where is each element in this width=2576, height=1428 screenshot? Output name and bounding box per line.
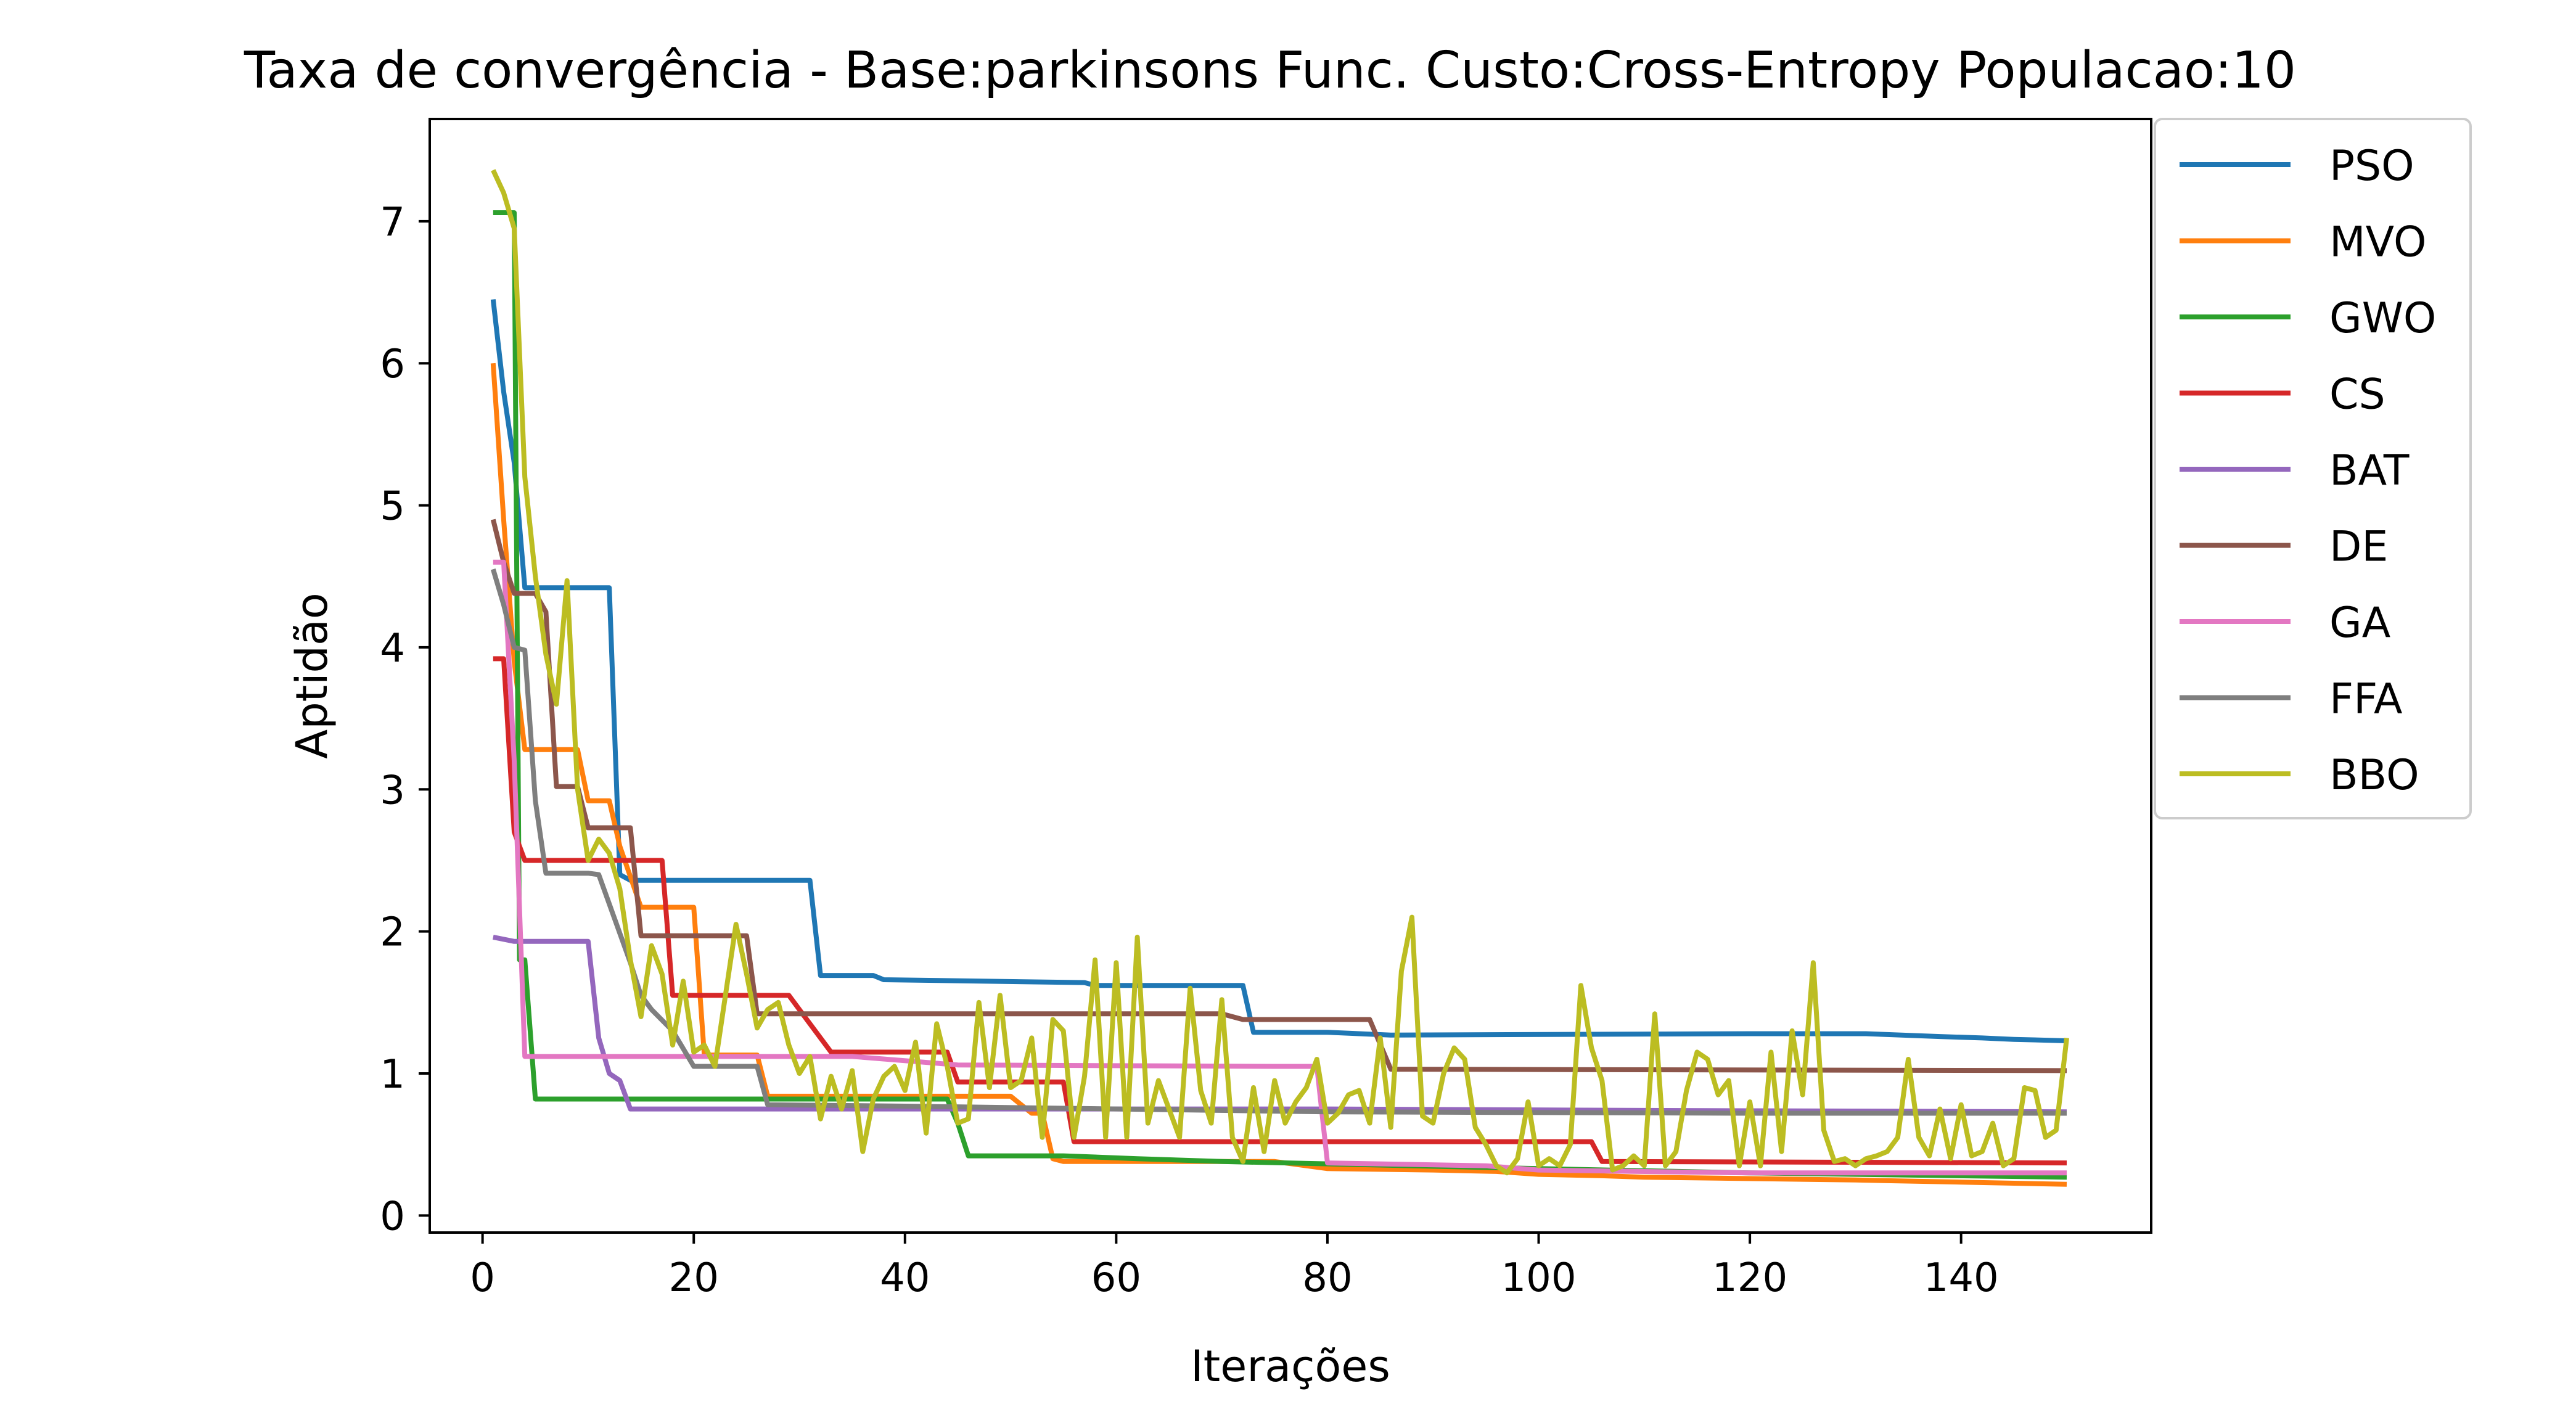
x-tick-label: 100 <box>1501 1255 1576 1301</box>
x-tick-label: 40 <box>880 1255 930 1301</box>
x-tick-label: 120 <box>1712 1255 1787 1301</box>
y-tick-label: 4 <box>380 626 405 671</box>
y-tick-label: 7 <box>380 200 405 245</box>
plot-area-frame <box>429 118 2152 1234</box>
legend-label-gwo: GWO <box>2329 294 2436 343</box>
legend-label-bbo: BBO <box>2329 751 2419 800</box>
series-line-pso <box>490 299 2067 1043</box>
y-tick-label: 6 <box>380 342 405 387</box>
x-tick-label: 140 <box>1924 1255 1999 1301</box>
y-tick-label: 2 <box>380 910 405 956</box>
y-tick-label: 5 <box>380 484 405 530</box>
x-tick-label: 80 <box>1302 1255 1352 1301</box>
legend-label-pso: PSO <box>2329 142 2414 191</box>
series-line-de <box>490 519 2067 1073</box>
series-line-bbo <box>491 169 2069 1176</box>
x-tick-label: 60 <box>1091 1255 1141 1301</box>
series-line-mvo <box>490 363 2067 1187</box>
legend-label-de: DE <box>2329 523 2388 572</box>
legend-label-mvo: MVO <box>2329 218 2427 267</box>
y-tick-label: 1 <box>380 1052 405 1098</box>
legend-label-ffa: FFA <box>2329 675 2403 724</box>
legend-label-cs: CS <box>2329 371 2385 419</box>
x-tick-label: 0 <box>470 1255 495 1301</box>
series-line-bat <box>493 934 2067 1115</box>
x-axis-ticks: 0 20 40 60 80 100 120 140 <box>470 1233 1999 1301</box>
x-axis-label: Iterações <box>1191 1341 1390 1392</box>
y-axis-ticks: 0 1 2 3 4 5 6 7 <box>380 200 430 1239</box>
legend-label-ga: GA <box>2329 599 2390 647</box>
y-tick-label: 3 <box>380 768 405 813</box>
y-axis-label: Aptidão <box>287 593 337 758</box>
y-tick-label: 0 <box>380 1194 405 1239</box>
legend: PSO MVO GWO CS BAT DE GA FFA BBO <box>2154 118 2472 819</box>
x-tick-label: 20 <box>669 1255 719 1301</box>
series-lines <box>490 169 2069 1187</box>
series-line-ffa <box>490 568 2067 1116</box>
chart-title: Taxa de convergência - Base:parkinsons F… <box>244 41 2296 100</box>
legend-box <box>2154 118 2472 819</box>
legend-label-bat: BAT <box>2329 446 2410 495</box>
series-line-ga <box>493 559 2067 1176</box>
